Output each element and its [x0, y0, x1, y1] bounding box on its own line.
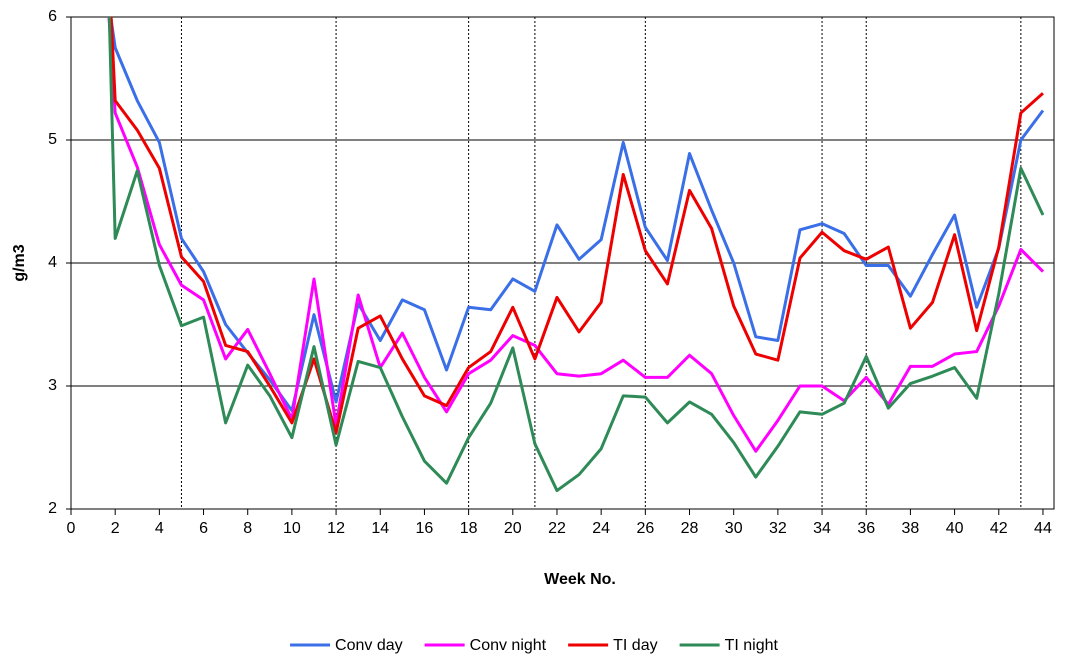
- x-tick-label: 38: [902, 520, 920, 537]
- x-tick-label: 14: [371, 520, 389, 537]
- x-tick-label: 20: [504, 520, 522, 537]
- y-tick-label: 5: [48, 131, 57, 148]
- x-tick-label: 2: [111, 520, 120, 537]
- x-tick-label: 40: [946, 520, 964, 537]
- x-tick-label: 34: [813, 520, 831, 537]
- y-tick-label: 2: [48, 500, 57, 517]
- y-tick-label: 6: [48, 8, 57, 25]
- x-axis-label: Week No.: [544, 571, 616, 588]
- x-tick-label: 8: [243, 520, 252, 537]
- y-tick-label: 4: [48, 254, 57, 271]
- series-line: [109, 17, 1044, 435]
- legend: Conv day Conv night TI day TI night: [290, 637, 779, 654]
- legend-label: TI day: [613, 637, 657, 654]
- x-tick-label: 0: [67, 520, 76, 537]
- y-tick-label: 3: [48, 377, 57, 394]
- x-tick-label: 6: [199, 520, 208, 537]
- x-tick-label: 30: [725, 520, 743, 537]
- x-tick-label: 22: [548, 520, 566, 537]
- series-line: [107, 17, 1045, 493]
- y-axis-label: g/m3: [11, 244, 28, 281]
- x-tick-label: 24: [592, 520, 610, 537]
- x-tick-label: 42: [990, 520, 1008, 537]
- x-tick-label: 16: [416, 520, 434, 537]
- x-tick-label: 4: [155, 520, 164, 537]
- x-tick-label: 26: [636, 520, 654, 537]
- x-tick-label: 12: [327, 520, 345, 537]
- x-tick-label: 32: [769, 520, 787, 537]
- plot-frame: [70, 16, 1055, 510]
- x-tick-label: 36: [857, 520, 875, 537]
- x-tick-label: 28: [681, 520, 699, 537]
- x-tick-label: 18: [460, 520, 478, 537]
- series-line: [107, 17, 1045, 453]
- legend-label: TI night: [725, 637, 779, 654]
- legend-label: Conv day: [335, 637, 403, 654]
- legend-label: Conv night: [470, 637, 547, 654]
- x-tick-label: 10: [283, 520, 301, 537]
- x-tick-label: 44: [1034, 520, 1052, 537]
